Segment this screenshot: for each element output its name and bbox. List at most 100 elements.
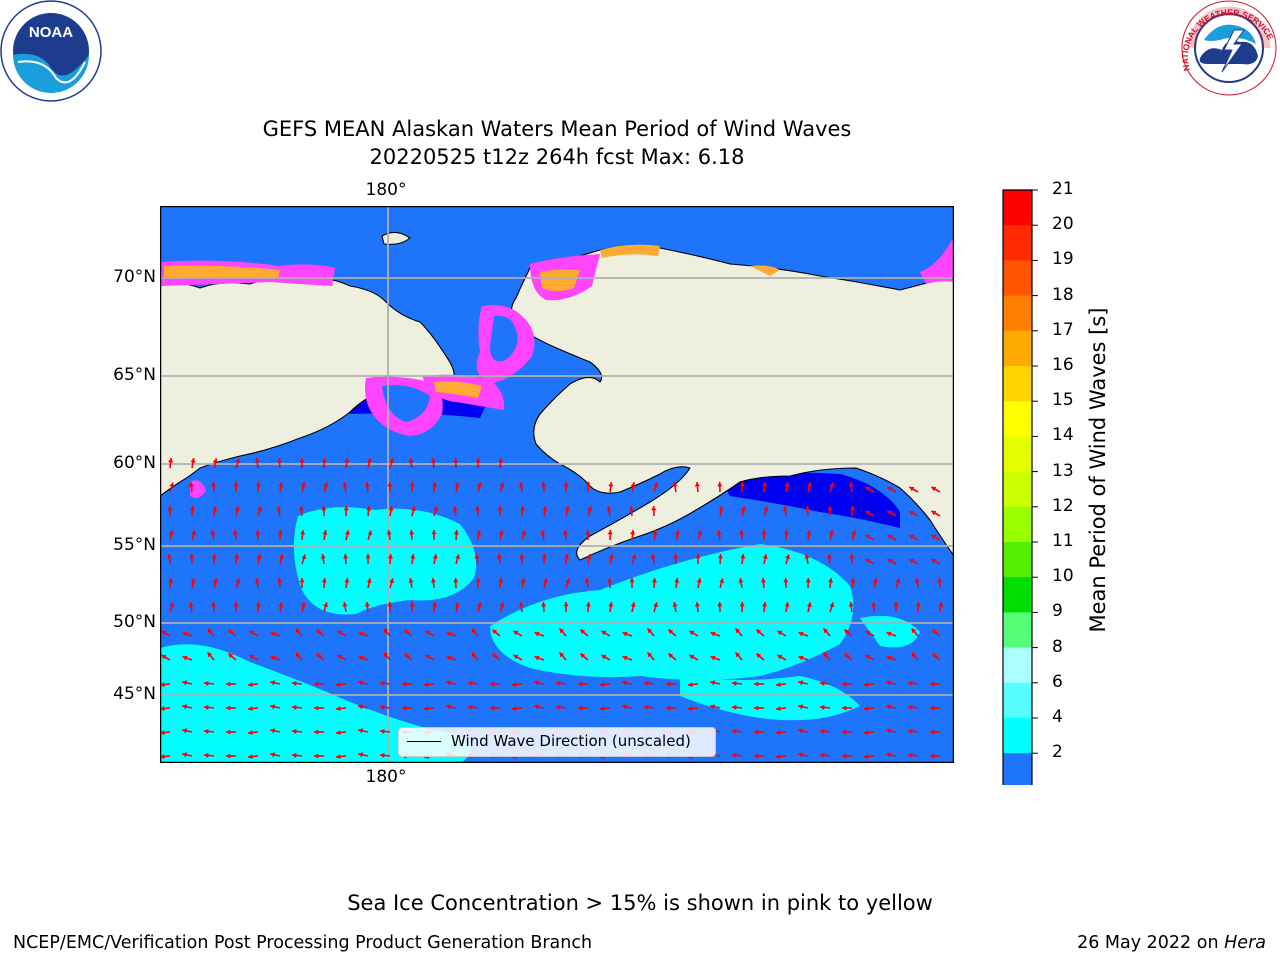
wind-wave-arrowhead [270, 728, 275, 734]
colorbar-segment [1003, 330, 1032, 367]
wind-wave-arrowhead [541, 554, 547, 559]
wind-wave-arrowhead [188, 482, 194, 487]
wind-wave-arrowhead [629, 578, 635, 583]
wind-wave-arrowhead [314, 753, 319, 759]
wind-wave-arrowhead [226, 753, 231, 759]
wind-wave-arrowhead [887, 486, 893, 492]
wind-wave-arrowhead [776, 682, 781, 688]
wind-wave-arrowhead [842, 729, 847, 735]
wind-wave-arrowhead [732, 752, 737, 758]
wind-wave-arrowhead [366, 578, 372, 583]
wind-wave-arrowhead [323, 602, 329, 608]
wind-wave-arrowhead [864, 706, 869, 712]
colorbar-segment [1003, 718, 1032, 754]
colorbar-tick-label: 12 [1052, 495, 1074, 516]
wind-wave-arrowhead [235, 578, 241, 584]
wind-wave-arrowhead [930, 681, 935, 687]
wind-wave-arrowhead [358, 631, 364, 637]
wind-wave-arrowhead [518, 602, 524, 607]
wind-wave-arrowhead [534, 631, 540, 637]
wind-wave-arrowhead [666, 681, 671, 687]
wind-wave-arrowhead [475, 578, 481, 583]
wind-wave-arrowhead [233, 482, 239, 487]
wind-wave-arrowhead [475, 506, 481, 511]
wind-wave-arrowhead [909, 510, 915, 516]
wind-wave-arrowhead [358, 704, 363, 710]
wind-wave-arrowhead [776, 706, 781, 712]
wind-wave-arrowhead [911, 652, 917, 658]
wind-wave-arrowhead [402, 681, 407, 687]
wind-wave-arrowhead [228, 629, 234, 635]
wind-wave-arrowhead [931, 534, 937, 540]
colorbar-segment [1003, 682, 1032, 719]
wind-wave-arrowhead [848, 602, 854, 607]
lat-label-45: 45°N [113, 684, 156, 704]
wind-wave-arrowhead [314, 729, 319, 735]
wind-wave-arrowhead [189, 506, 195, 511]
wind-wave-arrowhead [887, 558, 893, 564]
wind-wave-arrowhead [248, 754, 253, 760]
colorbar-segment [1003, 542, 1032, 578]
wind-wave-arrowhead [600, 682, 605, 688]
wind-wave-arrowhead [784, 602, 790, 607]
wind-wave-arrows [160, 457, 944, 760]
wind-wave-arrowhead [777, 630, 783, 636]
wind-wave-arrowhead [739, 602, 745, 607]
wind-wave-arrowhead [651, 578, 657, 583]
wind-wave-arrowhead [499, 482, 505, 488]
wind-wave-arrowhead [783, 578, 789, 583]
wind-wave-arrowhead [167, 506, 173, 511]
wind-wave-arrowhead [937, 578, 943, 583]
wind-wave-arrowhead [166, 554, 172, 559]
colorbar-segment [1003, 225, 1032, 261]
wind-wave-arrowhead [762, 602, 768, 607]
wind-wave-arrowhead [210, 530, 216, 535]
wind-wave-arrowhead [842, 681, 847, 687]
wind-wave-arrowhead [849, 554, 855, 559]
wind-wave-arrowhead [424, 682, 429, 688]
wind-wave-arrowhead [234, 506, 240, 511]
wind-wave-arrowhead [739, 530, 745, 535]
wind-wave-arrowhead [278, 554, 284, 560]
wind-wave-arrowhead [865, 558, 871, 564]
wind-wave-arrowhead [471, 652, 477, 658]
wind-wave-arrowhead [299, 578, 305, 583]
wind-wave-arrowhead [716, 530, 722, 535]
wind-wave-arrowhead [622, 655, 628, 661]
wind-wave-arrowhead [864, 682, 869, 688]
wind-wave-arrowhead [344, 530, 350, 536]
wind-wave-arrowhead [754, 729, 759, 735]
wind-wave-arrowhead [228, 653, 234, 659]
wind-wave-arrowhead [212, 506, 218, 511]
wind-wave-arrowhead [292, 728, 297, 734]
colorbar-segment [1003, 577, 1032, 613]
wind-wave-arrowhead [828, 530, 834, 535]
wind-wave-arrowhead [518, 482, 524, 487]
wind-wave-arrowhead [160, 730, 165, 736]
wind-wave-arrowhead [204, 752, 209, 758]
colorbar-tick-label: 13 [1052, 460, 1074, 481]
wind-wave-arrowhead [433, 506, 439, 512]
wind-wave-arrowhead [732, 680, 737, 686]
wind-wave-arrowhead [270, 752, 275, 758]
wind-wave-arrowhead [453, 458, 459, 463]
wind-wave-arrowhead [298, 506, 304, 511]
colorbar-segment [1003, 471, 1032, 508]
wind-wave-arrowhead [496, 554, 502, 559]
wind-wave-arrowhead [387, 602, 393, 607]
wind-wave-arrowhead [383, 652, 389, 658]
wind-wave-arrowhead [647, 628, 653, 634]
wind-wave-arrowhead [476, 482, 482, 488]
wind-wave-arrowhead [316, 653, 322, 659]
wind-wave-arrowhead [336, 682, 341, 688]
wind-wave-arrowhead [270, 631, 276, 637]
wind-wave-arrowhead [689, 630, 695, 636]
colorbar-tick-label: 19 [1052, 249, 1074, 270]
wind-wave-arrowhead [358, 752, 363, 758]
wind-wave-arrowhead [754, 753, 759, 759]
wind-wave-arrowhead [452, 506, 458, 511]
wind-wave-arrowhead [492, 629, 498, 635]
wind-wave-arrowhead [168, 578, 174, 583]
wind-wave-arrowhead [387, 482, 393, 487]
wind-wave-arrowhead [587, 506, 593, 512]
